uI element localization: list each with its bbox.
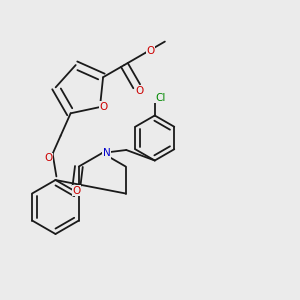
- Text: O: O: [72, 186, 81, 196]
- Text: O: O: [100, 102, 108, 112]
- Text: Cl: Cl: [155, 93, 165, 103]
- Text: O: O: [135, 86, 143, 96]
- Text: O: O: [146, 46, 154, 56]
- Text: N: N: [103, 148, 110, 158]
- Text: O: O: [44, 153, 52, 163]
